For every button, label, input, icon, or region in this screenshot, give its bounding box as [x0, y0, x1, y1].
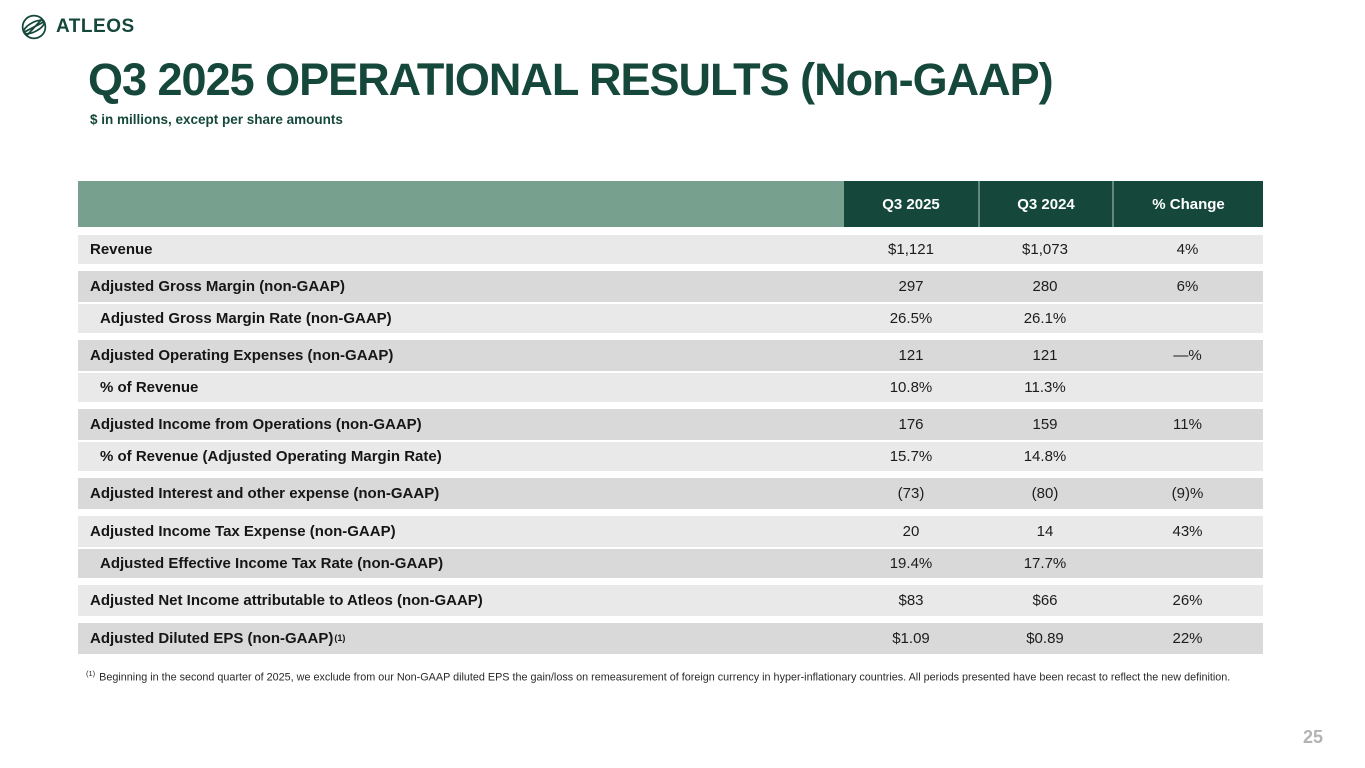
row-value: $1,121 [888, 241, 934, 258]
row-value [1112, 442, 1263, 471]
row-value: 22% [1172, 630, 1203, 647]
table-row: Adjusted Gross Margin (non-GAAP) 297 280 6% [78, 271, 1263, 302]
row-label: Revenue [90, 241, 153, 258]
row-label: % of Revenue [100, 379, 199, 396]
table-row: Adjusted Income from Operations (non-GAA… [78, 409, 1263, 440]
row-value: 20 [902, 523, 920, 540]
row-value: 26% [1172, 592, 1203, 609]
row-value: 19.4% [889, 555, 933, 572]
title-block: Q3 2025 OPERATIONAL RESULTS (Non-GAAP) $… [88, 54, 1288, 128]
row-label: Adjusted Diluted EPS (non-GAAP) (1) [90, 630, 346, 647]
column-header-pct-change: % Change [1112, 181, 1263, 227]
table-row: Adjusted Gross Margin Rate (non-GAAP) 26.… [78, 302, 1263, 333]
table-row: Adjusted Income Tax Expense (non-GAAP) 20… [78, 516, 1263, 547]
globe-icon [21, 14, 47, 40]
row-value: $0.89 [1026, 630, 1064, 647]
row-value: 4% [1176, 241, 1199, 258]
footnote: (1) Beginning in the second quarter of 20… [86, 669, 1256, 686]
footnote-marker: (1) [86, 669, 96, 678]
table-header-row: Q3 2025 Q3 2024 % Change [78, 181, 1263, 227]
row-value: —% [1173, 347, 1202, 364]
brand-header: ATLEOS [20, 13, 135, 41]
column-header-q3-2024: Q3 2024 [978, 181, 1112, 227]
column-header-q3-2025: Q3 2025 [844, 181, 978, 227]
row-value: 297 [898, 278, 924, 295]
page-number: 25 [1302, 727, 1323, 747]
row-label: Adjusted Income from Operations (non-GAA… [90, 416, 422, 433]
row-value: 121 [898, 347, 924, 364]
row-value: 176 [898, 416, 924, 433]
brand-name: ATLEOS [56, 16, 135, 37]
row-value: 159 [1032, 416, 1058, 433]
row-value: 11% [1173, 416, 1202, 433]
table-body: Revenue $1,121 $1,073 4% Adjusted Gross Marg… [78, 233, 1263, 654]
row-label: % of Revenue (Adjusted Operating Margin … [100, 448, 442, 465]
row-value: 26.1% [1023, 310, 1067, 327]
table-row: Adjusted Effective Income Tax Rate (non-… [78, 547, 1263, 578]
row-value: (73) [897, 485, 925, 502]
row-value: 11.3% [1024, 379, 1066, 396]
row-value: 14.8% [1023, 448, 1067, 465]
row-value: 26.5% [889, 310, 933, 327]
row-value: $83 [898, 592, 924, 609]
row-value: 15.7% [889, 448, 933, 465]
row-value: 17.7% [1023, 555, 1067, 572]
footnote-text: Beginning in the second quarter of 2025,… [99, 671, 1231, 684]
row-value: 280 [1032, 278, 1058, 295]
row-value: (80) [1031, 485, 1059, 502]
row-value: $1,073 [1022, 241, 1068, 258]
row-value: $66 [1032, 592, 1058, 609]
table-row: % of Revenue 10.8% 11.3% [78, 371, 1263, 402]
table-row: Adjusted Interest and other expense (non… [78, 478, 1263, 509]
row-label: Adjusted Gross Margin Rate (non-GAAP) [100, 310, 392, 327]
row-value: 6% [1176, 278, 1199, 295]
row-label: Adjusted Income Tax Expense (non-GAAP) [90, 523, 396, 540]
table-row: Adjusted Operating Expenses (non-GAAP) 12… [78, 340, 1263, 371]
row-value [1112, 373, 1263, 402]
table-row: % of Revenue (Adjusted Operating Margin … [78, 440, 1263, 471]
row-value: (9)% [1171, 485, 1204, 502]
row-value [1112, 549, 1263, 578]
row-value: 10.8% [889, 379, 933, 396]
page-title: Q3 2025 OPERATIONAL RESULTS (Non-GAAP) [88, 54, 1054, 105]
row-label: Adjusted Interest and other expense (non… [90, 485, 440, 502]
row-label: Adjusted Operating Expenses (non-GAAP) [90, 347, 394, 364]
results-table: Q3 2025 Q3 2024 % Change Revenue $1,121 $1… [78, 181, 1263, 654]
row-value [1112, 304, 1263, 333]
table-row: Adjusted Diluted EPS (non-GAAP) (1) $1.09 $… [78, 623, 1263, 654]
row-label: Adjusted Gross Margin (non-GAAP) [90, 278, 345, 295]
row-value: 43% [1172, 523, 1203, 540]
page-subtitle: $ in millions, except per share amounts [90, 112, 343, 128]
row-value: 14 [1036, 523, 1054, 540]
table-row: Revenue $1,121 $1,073 4% [78, 233, 1263, 264]
table-row: Adjusted Net Income attributable to Atle… [78, 585, 1263, 616]
row-value: $1.09 [892, 630, 930, 647]
row-value: 121 [1032, 347, 1058, 364]
footnote-reference: (1) [334, 632, 346, 643]
header-label-spacer [78, 181, 844, 227]
row-label: Adjusted Net Income attributable to Atle… [90, 592, 483, 609]
row-label: Adjusted Effective Income Tax Rate (non-… [100, 555, 444, 572]
